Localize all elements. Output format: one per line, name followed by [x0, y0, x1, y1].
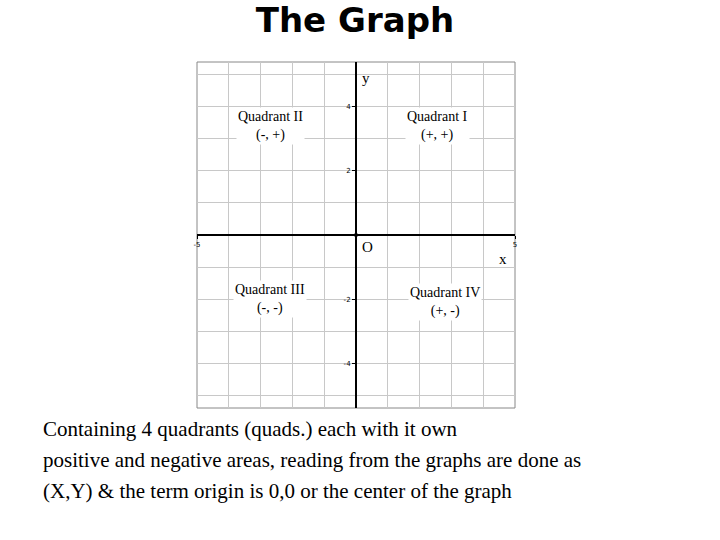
svg-text:Quadrant IV(+, -): Quadrant IV(+, -)	[410, 285, 480, 319]
svg-text:The Graph: The Graph	[256, 0, 454, 40]
html-text:positive and negative areas, r: positive and negative areas, reading fro…	[43, 448, 582, 472]
svg-text:y: y	[362, 70, 370, 86]
svg-text:-4: -4	[344, 360, 352, 368]
svg-text:-5: -5	[194, 241, 201, 249]
svg-text:5: 5	[513, 241, 517, 249]
svg-text:O: O	[362, 239, 373, 255]
svg-text:4: 4	[346, 103, 351, 111]
svg-text:Quadrant I(+, +): Quadrant I(+, +)	[407, 109, 468, 143]
svg-text:-2: -2	[344, 296, 351, 304]
svg-text:Quadrant III(-, -): Quadrant III(-, -)	[235, 282, 305, 316]
html-text:Containing 4 quadrants (quads.: Containing 4 quadrants (quads.) each wit…	[43, 417, 458, 441]
svg-text:Quadrant II(-, +): Quadrant II(-, +)	[238, 109, 303, 143]
svg-text:x: x	[499, 251, 507, 267]
html-text:(X,Y) & the term origin is 0,0: (X,Y) & the term origin is 0,0 or the ce…	[43, 479, 512, 503]
svg-text:2: 2	[346, 167, 350, 175]
